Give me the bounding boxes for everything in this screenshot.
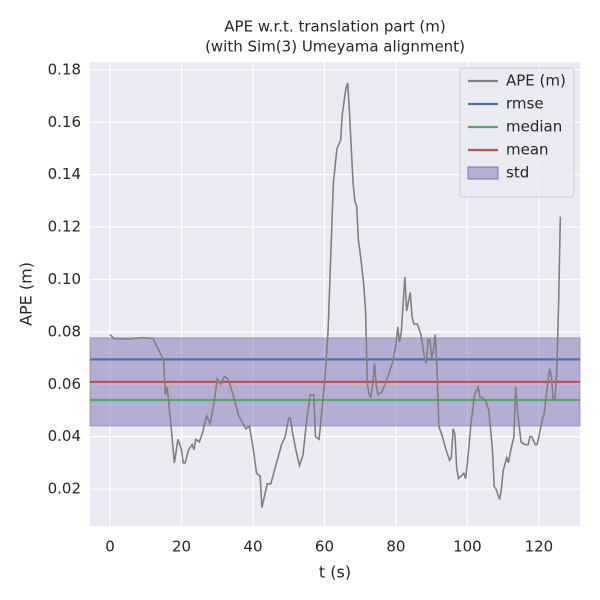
legend-label: std: [506, 164, 529, 182]
x-tick-label: 20: [172, 538, 191, 556]
ape-line: [109, 82, 562, 508]
legend-swatch: [467, 166, 499, 180]
y-tick-label: 0.16: [48, 113, 81, 131]
legend-box: [459, 67, 575, 198]
legend-label: APE (m): [506, 72, 566, 90]
x-tick-label: 0: [105, 538, 115, 556]
y-tick-label: 0.14: [48, 165, 81, 183]
y-axis-label: APE (m): [17, 262, 36, 326]
y-tick-label: 0.04: [48, 427, 81, 445]
x-tick-label: 120: [525, 538, 554, 556]
y-tick-label: 0.02: [48, 480, 81, 498]
chart-title: APE w.r.t. translation part (m): [224, 18, 445, 36]
x-tick-label: 40: [243, 538, 262, 556]
x-tick-label: 80: [386, 538, 405, 556]
chart-subtitle: (with Sim(3) Umeyama alignment): [205, 38, 465, 56]
y-tick-label: 0.12: [48, 218, 81, 236]
legend-label: rmse: [506, 95, 544, 113]
legend-label: mean: [506, 141, 549, 159]
x-tick-label: 100: [453, 538, 482, 556]
legend-label: median: [506, 118, 562, 136]
y-tick-label: 0.06: [48, 375, 81, 393]
y-tick-label: 0.10: [48, 270, 81, 288]
x-tick-label: 60: [315, 538, 334, 556]
y-tick-label: 0.08: [48, 322, 81, 340]
x-axis-label: t (s): [319, 563, 351, 582]
y-tick-label: 0.18: [48, 60, 81, 78]
